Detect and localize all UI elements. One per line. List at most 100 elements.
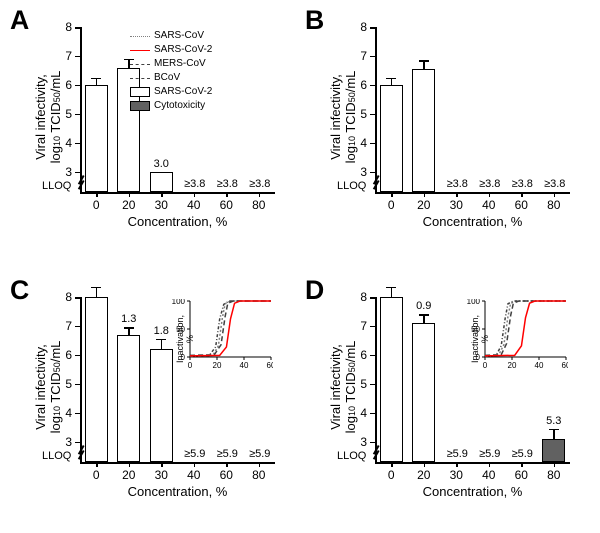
legend-item: SARS-CoV-2 bbox=[130, 43, 212, 57]
x-tick bbox=[554, 462, 556, 467]
figure: A345678LLOQ020304060803.0≥3.8≥3.8≥3.8Vir… bbox=[0, 0, 600, 533]
floor-annotation: ≥5.9 bbox=[243, 448, 277, 460]
x-tick bbox=[391, 462, 393, 467]
y-tick-label: 8 bbox=[52, 20, 72, 34]
y-tick bbox=[75, 85, 80, 87]
panel-A: A345678LLOQ020304060803.0≥3.8≥3.8≥3.8Vir… bbox=[10, 5, 290, 255]
x-tick bbox=[96, 192, 98, 197]
y-tick bbox=[75, 27, 80, 29]
floor-annotation: ≥3.8 bbox=[243, 178, 277, 190]
panel-label: B bbox=[305, 5, 324, 36]
y-tick bbox=[370, 326, 375, 328]
y-tick bbox=[75, 114, 80, 116]
svg-text:60: 60 bbox=[267, 361, 273, 370]
x-tick-label: 0 bbox=[84, 468, 108, 482]
inset-y-label: Inactivation,% bbox=[470, 304, 490, 374]
error-bar bbox=[96, 287, 98, 297]
svg-text:20: 20 bbox=[213, 361, 222, 370]
error-cap bbox=[91, 287, 101, 289]
x-tick-label: 80 bbox=[542, 468, 566, 482]
legend-item: SARS-CoV-2 bbox=[130, 85, 212, 99]
y-tick bbox=[370, 355, 375, 357]
bar-annotation: 5.3 bbox=[539, 415, 569, 427]
x-axis bbox=[375, 192, 570, 194]
y-tick bbox=[370, 85, 375, 87]
bar bbox=[412, 69, 435, 192]
error-bar bbox=[161, 339, 163, 349]
x-tick-label: 60 bbox=[509, 198, 533, 212]
x-tick-label: 80 bbox=[247, 468, 271, 482]
x-tick bbox=[259, 462, 261, 467]
bar bbox=[150, 172, 173, 192]
floor-annotation: ≥3.8 bbox=[440, 178, 474, 190]
error-cap bbox=[549, 429, 559, 431]
legend-line-swatch bbox=[130, 64, 150, 65]
x-tick-label: 60 bbox=[214, 468, 238, 482]
y-axis bbox=[375, 297, 377, 463]
bar-annotation: 3.0 bbox=[146, 158, 176, 170]
y-tick bbox=[370, 143, 375, 145]
svg-text:40: 40 bbox=[240, 361, 249, 370]
x-tick-label: 20 bbox=[412, 198, 436, 212]
floor-annotation: ≥3.8 bbox=[505, 178, 539, 190]
inset-y-label: Inactivation,% bbox=[175, 304, 195, 374]
legend-label: SARS-CoV-2 bbox=[154, 85, 212, 99]
y-tick bbox=[75, 442, 80, 444]
x-tick-label: 30 bbox=[149, 198, 173, 212]
y-tick bbox=[75, 56, 80, 58]
y-axis bbox=[80, 27, 82, 193]
x-tick bbox=[129, 192, 131, 197]
x-tick bbox=[554, 192, 556, 197]
y-tick bbox=[370, 442, 375, 444]
bar-annotation: 1.3 bbox=[114, 313, 144, 325]
legend-item: BCoV bbox=[130, 71, 212, 85]
y-tick-label: 8 bbox=[52, 290, 72, 304]
panel-D: D345678LLOQ020304060800.95.3≥5.9≥5.9≥5.9… bbox=[305, 275, 585, 525]
y-tick bbox=[75, 326, 80, 328]
x-axis bbox=[80, 462, 275, 464]
floor-annotation: ≥3.8 bbox=[178, 178, 212, 190]
error-cap bbox=[419, 60, 429, 62]
x-tick bbox=[489, 192, 491, 197]
legend-label: BCoV bbox=[154, 71, 180, 85]
error-cap bbox=[91, 78, 101, 80]
y-tick bbox=[370, 56, 375, 58]
bar bbox=[85, 85, 108, 192]
error-cap bbox=[156, 339, 166, 341]
x-tick bbox=[129, 462, 131, 467]
x-axis-label: Concentration, % bbox=[375, 214, 570, 229]
floor-annotation: ≥5.9 bbox=[473, 448, 507, 460]
x-tick-label: 30 bbox=[444, 198, 468, 212]
error-cap bbox=[386, 287, 396, 289]
legend-label: Cytotoxicity bbox=[154, 99, 205, 113]
y-tick-label: 8 bbox=[347, 290, 367, 304]
floor-annotation: ≥5.9 bbox=[440, 448, 474, 460]
legend-item: MERS-CoV bbox=[130, 57, 212, 71]
y-tick bbox=[75, 297, 80, 299]
x-tick-label: 80 bbox=[542, 198, 566, 212]
error-bar bbox=[391, 287, 393, 297]
x-tick bbox=[391, 192, 393, 197]
x-axis-label: Concentration, % bbox=[80, 214, 275, 229]
floor-annotation: ≥5.9 bbox=[505, 448, 539, 460]
y-tick bbox=[75, 143, 80, 145]
x-tick-label: 40 bbox=[182, 198, 206, 212]
x-tick-label: 0 bbox=[379, 468, 403, 482]
svg-text:60: 60 bbox=[562, 361, 568, 370]
y-tick bbox=[370, 114, 375, 116]
floor-annotation: ≥3.8 bbox=[210, 178, 244, 190]
y-tick bbox=[75, 172, 80, 174]
y-tick bbox=[370, 297, 375, 299]
panel-C: C345678LLOQ020304060801.31.8≥5.9≥5.9≥5.9… bbox=[10, 275, 290, 525]
x-axis bbox=[80, 192, 275, 194]
y-axis-label: Viral infectivity,log10 TCID50/mL bbox=[328, 307, 358, 467]
floor-annotation: ≥5.9 bbox=[178, 448, 212, 460]
y-tick bbox=[370, 172, 375, 174]
bar bbox=[117, 335, 140, 462]
panel-label: D bbox=[305, 275, 324, 306]
legend-box-swatch bbox=[130, 101, 150, 111]
bar bbox=[542, 439, 565, 462]
legend-item: SARS-CoV bbox=[130, 29, 212, 43]
legend-label: SARS-CoV-2 bbox=[154, 43, 212, 57]
x-tick-label: 40 bbox=[182, 468, 206, 482]
